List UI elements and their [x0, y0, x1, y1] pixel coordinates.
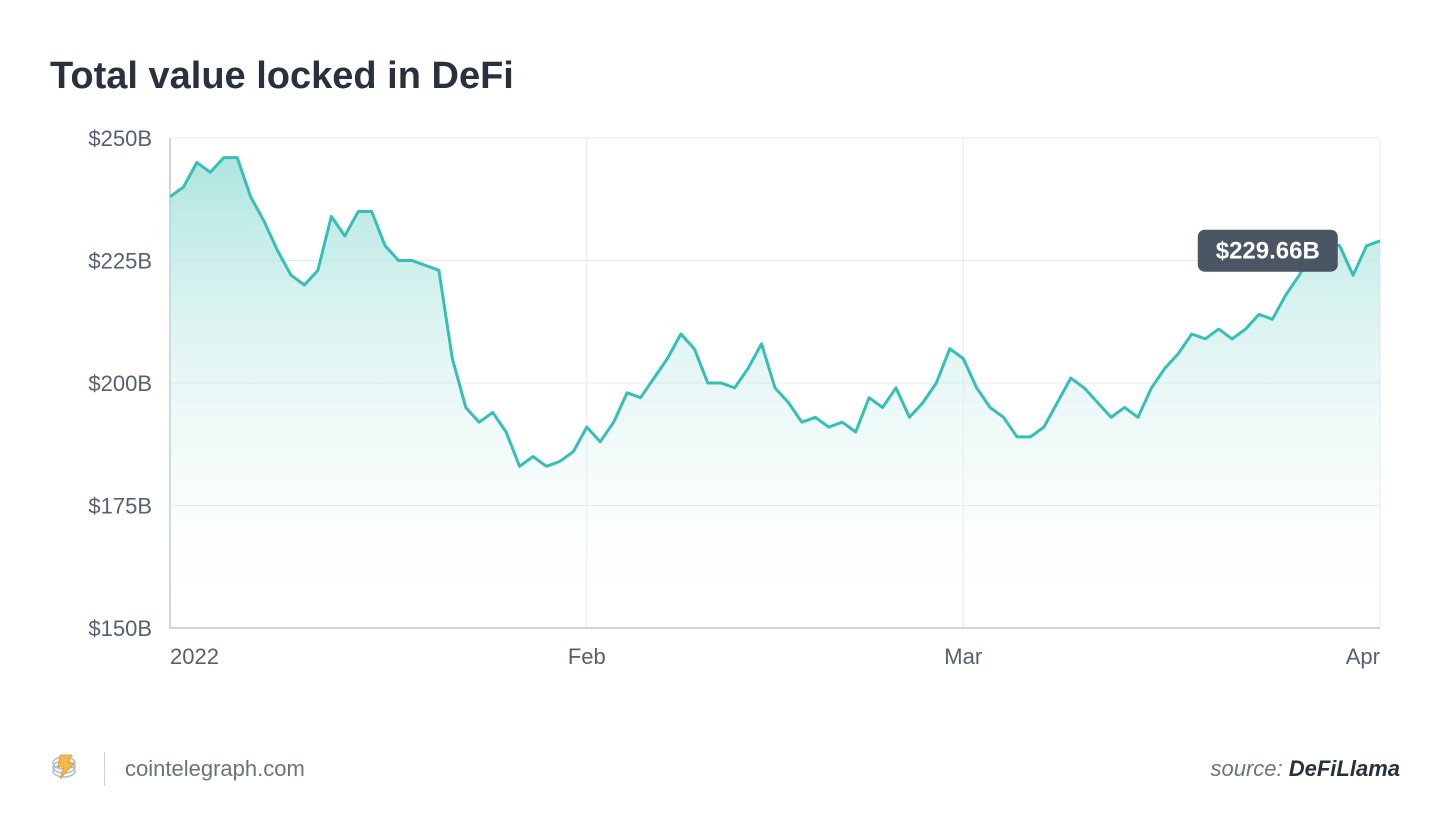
y-tick-label: $200B — [88, 371, 152, 396]
x-tick-label: Mar — [944, 644, 982, 669]
chart-area: $150B $175B $200B $225B $250B 2022 Feb Mar Apr $2… — [50, 128, 1400, 714]
footer-divider — [104, 752, 105, 786]
area-fill — [170, 158, 1380, 628]
x-tick-label: Feb — [568, 644, 606, 669]
y-tick-label: $225B — [88, 249, 152, 274]
source-name: DeFiLlama — [1289, 756, 1400, 781]
y-tick-label: $250B — [88, 128, 152, 151]
cointelegraph-logo-icon — [50, 749, 84, 789]
footer: cointelegraph.com source: DeFiLlama — [50, 749, 1400, 789]
source-label: source: — [1210, 756, 1288, 781]
site-label: cointelegraph.com — [125, 756, 305, 782]
tvl-area-chart: $150B $175B $200B $225B $250B 2022 Feb Mar Apr $2… — [50, 128, 1400, 688]
value-badge-text: $229.66B — [1216, 238, 1320, 265]
value-badge: $229.66B — [1198, 230, 1338, 272]
y-tick-label: $175B — [88, 494, 152, 519]
y-tick-label: $150B — [88, 616, 152, 641]
source-attribution: source: DeFiLlama — [1210, 756, 1400, 782]
x-tick-label: Apr — [1346, 644, 1380, 669]
x-tick-label: 2022 — [170, 644, 219, 669]
chart-title: Total value locked in DeFi — [50, 55, 1400, 98]
